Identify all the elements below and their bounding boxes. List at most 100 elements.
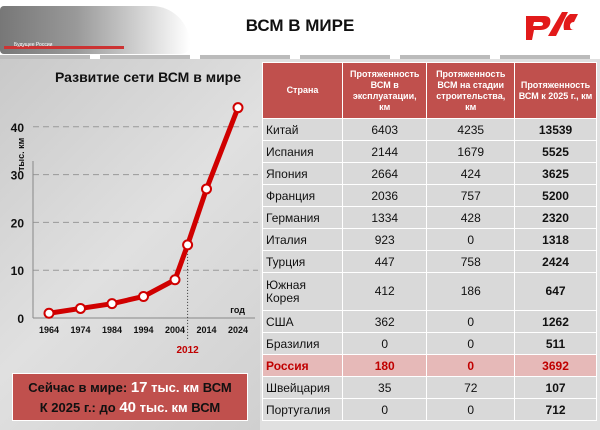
operating-km-cell: 447 (341, 250, 428, 273)
page-title: ВСМ В МИРЕ (245, 16, 355, 35)
data-point (232, 102, 244, 114)
column-header: Протяженность ВСМ на стадии строительств… (426, 62, 516, 119)
data-point (201, 183, 212, 195)
planned-2025-km-cell: 647 (514, 272, 597, 311)
country-cell: Южная Корея (262, 272, 343, 311)
construction-km-cell: 424 (426, 162, 516, 185)
hsr-table: Страна Протяженность ВСМ в эксплуатации, … (262, 62, 597, 421)
construction-km-cell: 757 (426, 184, 516, 207)
summary-suffix: ВСМ (202, 380, 232, 395)
train-image: Будущее России (0, 6, 190, 54)
table-header-row: Страна Протяженность ВСМ в эксплуатации, … (262, 62, 597, 119)
construction-km-cell: 72 (426, 376, 516, 399)
data-point (106, 298, 118, 310)
operating-km-cell: 2036 (341, 184, 428, 207)
planned-2025-km-cell: 3625 (514, 162, 597, 185)
x-tick-label: 2024 (228, 325, 248, 335)
operating-km-cell: 412 (341, 272, 428, 311)
y-tick-label: 20 (11, 216, 25, 230)
operating-km-cell: 1334 (341, 206, 428, 229)
operating-km-cell: 0 (341, 332, 428, 355)
operating-km-cell: 362 (341, 310, 428, 333)
construction-km-cell: 4235 (426, 118, 516, 141)
x-tick-label: 1974 (70, 325, 90, 335)
y-tick-label: 0 (17, 312, 24, 326)
table-row: Португалия 0 0 712 (262, 398, 597, 421)
table-row: Китай 6403 4235 13539 (262, 118, 597, 141)
y-tick-label: 30 (11, 169, 25, 183)
summary-unit: тыс. км (139, 400, 188, 415)
table-row: Южная Корея 412 186 647 (262, 272, 597, 311)
planned-2025-km-cell: 511 (514, 332, 597, 355)
table-row: Италия 923 0 1318 (262, 228, 597, 251)
operating-km-cell: 923 (341, 228, 428, 251)
summary-suffix: ВСМ (191, 400, 221, 415)
operating-km-cell: 2144 (341, 140, 428, 163)
planned-2025-km-cell: 2424 (514, 250, 597, 273)
summary-unit: тыс. км (151, 380, 200, 395)
x-tick-label: 2004 (165, 325, 185, 335)
planned-2025-km-cell: 1318 (514, 228, 597, 251)
summary-value: 17 (130, 379, 148, 396)
table-row: Бразилия 0 0 511 (262, 332, 597, 355)
table-row: США 362 0 1262 (262, 310, 597, 333)
construction-km-cell: 186 (426, 272, 516, 311)
slide-header: Будущее России ВСМ В МИРЕ (0, 0, 600, 59)
operating-km-cell: 0 (341, 398, 428, 421)
data-point (43, 307, 55, 319)
planned-2025-km-cell: 3692 (514, 354, 597, 377)
data-point (182, 239, 194, 251)
country-cell: Бразилия (262, 332, 343, 355)
operating-km-cell: 2664 (341, 162, 428, 185)
country-cell: Россия (262, 354, 343, 377)
country-cell: Испания (262, 140, 343, 163)
country-cell: Турция (262, 250, 343, 273)
country-cell: Франция (262, 184, 343, 207)
x-tick-label: 2014 (196, 325, 216, 335)
country-cell: Португалия (262, 398, 343, 421)
planned-2025-km-cell: 107 (514, 376, 597, 399)
summary-value: 40 (119, 399, 136, 416)
train-label: Будущее России (14, 42, 53, 48)
x-axis-label: год (230, 305, 245, 315)
rzd-logo (526, 12, 578, 40)
operating-km-cell: 6403 (341, 118, 428, 141)
data-point (169, 274, 181, 286)
planned-2025-km-cell: 1262 (514, 310, 597, 333)
summary-line-2025: К 2025 г.: до 40 тыс. км ВСМ (13, 398, 247, 418)
construction-km-cell: 758 (426, 250, 516, 273)
table-row: Германия 1334 428 2320 (262, 206, 597, 229)
column-header: Протяженность ВСМ к 2025 г., км (514, 62, 597, 119)
table-row: Испания 2144 1679 5525 (262, 140, 597, 163)
summary-label: Сейчас в мире: (28, 380, 128, 395)
planned-2025-km-cell: 13539 (514, 118, 597, 141)
chart-panel: 0 10 20 30 40 1964 1974 1984 1994 2004 2014 2024 тыс… (0, 59, 260, 430)
construction-km-cell: 0 (426, 398, 516, 421)
line-chart: 0 10 20 30 40 1964 1974 1984 1994 2004 2014 2024 тыс… (11, 102, 258, 356)
y-axis-label: тыс. км (16, 137, 26, 171)
highlight-year-label: 2012 (176, 345, 199, 356)
y-tick-label: 10 (11, 264, 25, 278)
construction-km-cell: 0 (426, 354, 516, 377)
country-cell: Италия (262, 228, 343, 251)
summary-line-now: Сейчас в мире: 17 тыс. км ВСМ (13, 378, 247, 398)
table-row: Швейцария 35 72 107 (262, 376, 597, 399)
x-tick-label: 1984 (102, 325, 122, 335)
planned-2025-km-cell: 712 (514, 398, 597, 421)
operating-km-cell: 35 (341, 376, 428, 399)
planned-2025-km-cell: 2320 (514, 206, 597, 229)
data-point (138, 290, 149, 302)
data-point (75, 302, 86, 314)
country-cell: Китай (262, 118, 343, 141)
x-tick-label: 1994 (133, 325, 153, 335)
construction-km-cell: 0 (426, 310, 516, 333)
country-cell: Швейцария (262, 376, 343, 399)
column-header: Страна (262, 62, 343, 119)
chart-title: Развитие сети ВСМ в мире (55, 69, 242, 85)
x-tick-label: 1964 (39, 325, 59, 335)
construction-km-cell: 0 (426, 332, 516, 355)
construction-km-cell: 1679 (426, 140, 516, 163)
table-row: Япония 2664 424 3625 (262, 162, 597, 185)
planned-2025-km-cell: 5525 (514, 140, 597, 163)
y-tick-label: 40 (11, 121, 25, 135)
